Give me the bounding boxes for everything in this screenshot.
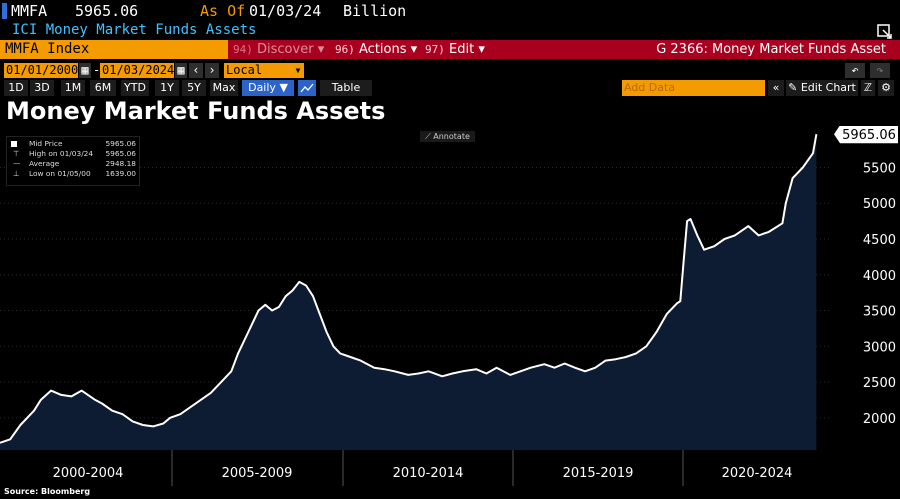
pencil-icon: ⟋ xyxy=(425,132,431,141)
y-tick-label: 3000 xyxy=(863,340,896,355)
tab-max[interactable]: Max xyxy=(210,80,238,96)
add-data-field[interactable]: Add Data xyxy=(622,80,765,96)
legend-high: ⊤ High on 01/03/24 5965.06 xyxy=(13,149,136,158)
y-tick-label: 2000 xyxy=(863,412,896,427)
calendar-icon[interactable]: ▦ xyxy=(175,63,187,78)
dropdown-caret-icon: ▾ xyxy=(410,42,418,57)
security-description: ICI Money Market Funds Assets xyxy=(12,22,257,38)
date-separator: - xyxy=(93,63,101,77)
pencil-icon: ✎ xyxy=(788,81,798,94)
function-toolbar: MMFA Index 94) Discover ▾ 96) Actions ▾ … xyxy=(0,40,900,59)
y-tick-label: 5500 xyxy=(863,161,896,176)
as-of-date: 01/03/24 xyxy=(249,2,322,20)
tab-6m[interactable]: 6M xyxy=(90,80,116,96)
dropdown-caret-icon: ▾ xyxy=(317,42,325,57)
y-tick-label: 4000 xyxy=(863,269,896,284)
subtitle-row: ICI Money Market Funds Assets xyxy=(0,22,900,40)
tab-table[interactable]: Table xyxy=(320,80,372,96)
tab-ytd[interactable]: YTD xyxy=(121,80,149,96)
tab-5y[interactable]: 5Y xyxy=(182,80,206,96)
legend-low: ⊥ Low on 01/05/00 1639.00 xyxy=(13,169,136,178)
x-tick-label: 2020-2024 xyxy=(722,466,793,481)
y-tick-label: 2500 xyxy=(863,376,896,391)
series-line xyxy=(0,134,818,444)
currency-select[interactable]: Local CCY xyxy=(224,63,292,92)
popout-icon[interactable] xyxy=(876,23,894,39)
chart-title: Money Market Funds Assets xyxy=(6,97,386,125)
unit-label: Billion xyxy=(343,2,407,20)
header-row: MMFA 5965.06 As Of 01/03/24 Billion xyxy=(0,0,900,22)
date-controls: 01/01/2000 ▦ - 01/03/2024 ▦ ‹ › Local CC… xyxy=(0,63,900,92)
average-marker-icon: — xyxy=(13,159,21,168)
actions-menu[interactable]: 96) Actions ▾ xyxy=(335,42,418,57)
tab-1y[interactable]: 1Y xyxy=(155,80,179,96)
chevron-down-icon: ▼ xyxy=(279,81,288,94)
prev-period-icon[interactable]: ‹ xyxy=(189,63,203,78)
y-tick-label: 5000 xyxy=(863,197,896,212)
frequency-dropdown[interactable]: Daily ▼ xyxy=(242,80,294,96)
legend-mid-price: Mid Price 5965.06 xyxy=(7,139,139,149)
line-chart-icon[interactable] xyxy=(298,80,316,96)
ticker: MMFA xyxy=(11,2,48,20)
header-value: 5965.06 xyxy=(75,2,139,20)
redo-icon[interactable]: ↷ xyxy=(870,63,890,78)
annotate-button[interactable]: ⟋ Annotate xyxy=(420,131,475,142)
last-value-label: 5965.06 xyxy=(842,128,896,143)
page-title: G 2366: Money Market Funds Asset xyxy=(656,42,886,57)
next-period-icon[interactable]: › xyxy=(205,63,219,78)
low-marker-icon: ⊥ xyxy=(13,169,20,178)
start-date-field[interactable]: 01/01/2000 xyxy=(4,63,79,78)
chevron-down-icon[interactable]: ▾ xyxy=(292,63,304,78)
calendar-icon[interactable]: ▦ xyxy=(79,63,91,78)
undo-icon[interactable]: ↶ xyxy=(845,63,865,78)
tab-1m[interactable]: 1M xyxy=(61,80,85,96)
security-field[interactable]: MMFA Index xyxy=(0,40,228,59)
legend-average: — Average 2948.18 xyxy=(13,159,136,168)
chart-legend: Mid Price 5965.06 ⊤ High on 01/03/24 596… xyxy=(6,136,140,186)
chart-area: 2000 2500 3000 3500 4000 4500 5000 5500 2000-20… xyxy=(0,126,898,486)
as-of-label: As Of xyxy=(200,2,246,20)
x-tick-label: 2000-2004 xyxy=(53,466,124,481)
end-date-field[interactable]: 01/03/2024 xyxy=(100,63,175,78)
edit-chart-button[interactable]: ✎ Edit Chart xyxy=(786,80,858,96)
discover-menu[interactable]: 94) Discover ▾ xyxy=(233,42,325,57)
high-marker-icon: ⊤ xyxy=(13,149,20,158)
legend-swatch xyxy=(11,141,17,147)
period-tabs: 1D 3D 1M 6M YTD 1Y 5Y Max Daily ▼ Table … xyxy=(0,80,900,96)
source-note: Source: Bloomberg xyxy=(4,487,91,496)
dropdown-caret-icon: ▾ xyxy=(478,42,485,57)
x-tick-label: 2005-2009 xyxy=(222,466,293,481)
zoom-icon[interactable]: ℤ xyxy=(861,80,875,96)
settings-icon[interactable]: ⚙ xyxy=(878,80,894,96)
collapse-icon[interactable]: « xyxy=(768,80,784,96)
y-tick-label: 4500 xyxy=(863,233,896,248)
ticker-marker xyxy=(2,3,7,19)
tab-1d[interactable]: 1D xyxy=(4,80,28,96)
last-value-callout xyxy=(834,126,898,144)
y-tick-label: 3500 xyxy=(863,305,896,320)
edit-menu[interactable]: 97) Edit ▾ xyxy=(425,42,485,57)
x-tick-label: 2015-2019 xyxy=(563,466,634,481)
tab-3d[interactable]: 3D xyxy=(30,80,54,96)
area-fill xyxy=(0,134,817,450)
x-tick-label: 2010-2014 xyxy=(393,466,464,481)
